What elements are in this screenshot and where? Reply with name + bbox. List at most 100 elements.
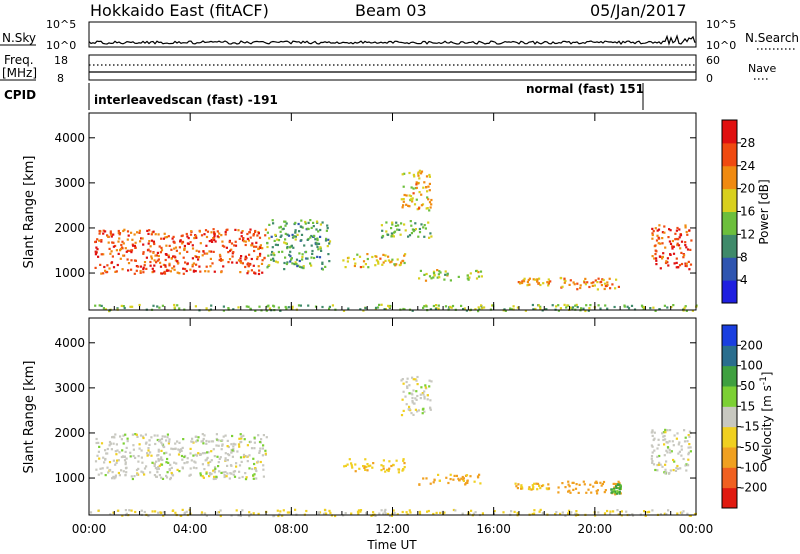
echo-cell — [126, 437, 129, 440]
echo-cell — [209, 257, 212, 260]
echo-cell — [430, 203, 433, 206]
echo-cell — [359, 510, 362, 513]
echo-cell — [207, 451, 210, 454]
echo-cell — [126, 249, 129, 252]
echo-cell — [678, 228, 681, 231]
echo-cell — [673, 434, 676, 437]
echo-cell — [240, 435, 243, 438]
echo-cell — [234, 228, 237, 231]
echo-cell — [559, 512, 562, 515]
echo-cell — [351, 466, 354, 469]
echo-cell — [144, 433, 147, 436]
x-tick-label: 00:00 — [72, 522, 107, 536]
echo-cell — [569, 279, 572, 282]
colorbar-tick-label: -200 — [740, 481, 767, 495]
echo-cell — [674, 238, 677, 241]
echo-cell — [131, 305, 134, 308]
echo-cell — [611, 491, 614, 494]
echo-cell — [420, 170, 424, 173]
echo-cell — [132, 244, 135, 247]
echo-cell — [433, 478, 436, 481]
echo-cell — [687, 260, 690, 263]
echo-cell — [161, 477, 165, 480]
echo-cell — [651, 430, 654, 433]
echo-cell — [249, 236, 252, 239]
echo-cell — [156, 438, 159, 442]
echo-cell — [415, 390, 418, 393]
echo-cell — [134, 246, 137, 249]
echo-cell — [160, 463, 164, 466]
echo-cell — [468, 513, 471, 516]
echo-cell — [593, 284, 596, 287]
echo-cell — [210, 238, 213, 242]
echo-cell — [271, 250, 274, 254]
echo-cell — [367, 266, 370, 269]
echo-cell — [188, 474, 191, 477]
echo-cell — [249, 228, 252, 231]
echo-cell — [461, 478, 465, 481]
echo-cell — [402, 382, 405, 385]
echo-cell — [217, 461, 220, 464]
echo-cell — [426, 398, 429, 401]
echo-cell — [254, 309, 257, 312]
echo-cell — [426, 190, 429, 193]
echo-cell — [117, 459, 120, 462]
echo-cell — [661, 231, 664, 234]
echo-cell — [678, 236, 681, 239]
echo-cell — [428, 379, 431, 382]
echo-cell — [343, 465, 346, 468]
echo-cell — [675, 266, 678, 269]
colorbar-segment — [722, 211, 737, 235]
echo-cell — [191, 244, 194, 247]
echo-cell — [577, 491, 580, 494]
echo-cell — [602, 480, 606, 484]
echo-cell — [142, 252, 145, 255]
echo-cell — [152, 230, 155, 233]
echo-cell — [134, 456, 137, 459]
echo-cell — [672, 469, 675, 472]
echo-cell — [670, 305, 673, 309]
echo-cell — [658, 224, 661, 227]
y-tick-label: 2000 — [54, 426, 85, 440]
echo-cell — [536, 488, 539, 491]
echo-cell — [364, 458, 367, 461]
echo-cell — [279, 225, 282, 228]
echo-cell — [114, 474, 117, 477]
echo-cell — [247, 270, 250, 273]
echo-cell — [224, 230, 227, 234]
echo-cell — [112, 245, 115, 248]
y-tick-label: 3000 — [54, 176, 85, 190]
echo-region — [418, 473, 482, 486]
echo-cell — [178, 450, 181, 453]
echo-cell — [220, 271, 223, 274]
echo-cell — [217, 439, 220, 442]
echo-cell — [216, 455, 219, 458]
echo-cell — [212, 250, 215, 253]
echo-cell — [382, 253, 385, 256]
echo-cell — [311, 249, 314, 253]
echo-cell — [672, 444, 675, 447]
echo-cell — [172, 255, 175, 258]
echo-cell — [290, 257, 293, 260]
echo-cell — [109, 230, 112, 233]
echo-cell — [251, 242, 254, 245]
echo-cell — [130, 475, 133, 478]
echo-cell — [582, 480, 585, 483]
echo-region — [94, 303, 698, 313]
power-data-layer — [94, 169, 698, 313]
echo-cell — [110, 250, 113, 253]
echo-cell — [462, 308, 465, 311]
echo-cell — [284, 224, 287, 227]
echo-cell — [254, 468, 257, 471]
echo-cell — [245, 455, 248, 458]
echo-cell — [297, 222, 300, 226]
echo-cell — [160, 511, 163, 514]
echo-cell — [138, 447, 141, 450]
echo-cell — [372, 511, 375, 514]
echo-cell — [190, 230, 193, 233]
echo-cell — [447, 481, 450, 485]
echo-cell — [147, 242, 150, 245]
echo-cell — [417, 182, 420, 185]
echo-cell — [409, 195, 413, 198]
echo-cell — [473, 480, 476, 483]
